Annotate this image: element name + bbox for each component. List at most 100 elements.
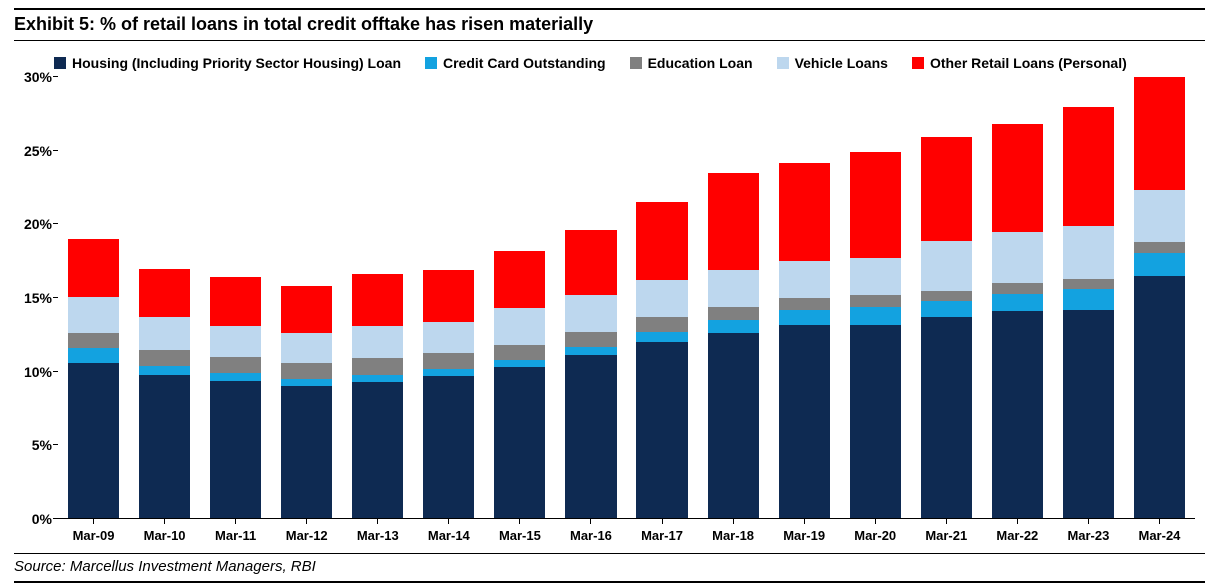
bar-segment (139, 375, 190, 519)
bar-segment (494, 360, 545, 367)
x-tick-mark (93, 519, 94, 524)
bar-slot (627, 77, 698, 519)
x-tick-label: Mar-15 (499, 528, 541, 543)
bar-segment (68, 348, 119, 363)
y-axis: 0%5%10%15%20%25%30% (14, 77, 58, 519)
x-tick: Mar-13 (342, 519, 413, 543)
bar-segment (565, 347, 616, 356)
bar-segment (636, 332, 687, 342)
legend-label: Housing (Including Priority Sector Housi… (72, 55, 401, 71)
bar-segment (352, 358, 403, 374)
bar-segment (1063, 289, 1114, 310)
bar-segment (779, 163, 830, 262)
bar-segment (921, 291, 972, 301)
bar-segment (1134, 190, 1185, 243)
y-tick-mark (53, 150, 58, 151)
bar-segment (139, 366, 190, 375)
bar-segment (565, 230, 616, 295)
x-tick: Mar-15 (484, 519, 555, 543)
x-tick-label: Mar-24 (1139, 528, 1181, 543)
x-tick-mark (377, 519, 378, 524)
stacked-bar (992, 77, 1043, 519)
y-tick-mark (53, 297, 58, 298)
bar-segment (210, 326, 261, 357)
legend-item: Other Retail Loans (Personal) (912, 55, 1127, 71)
legend-label: Other Retail Loans (Personal) (930, 55, 1127, 71)
x-tick-mark (875, 519, 876, 524)
x-tick: Mar-22 (982, 519, 1053, 543)
x-tick: Mar-16 (555, 519, 626, 543)
x-tick: Mar-12 (271, 519, 342, 543)
bar-slot (342, 77, 413, 519)
stacked-bar (1134, 77, 1185, 519)
x-tick: Mar-19 (769, 519, 840, 543)
x-tick: Mar-09 (58, 519, 129, 543)
bar-segment (636, 202, 687, 280)
x-tick: Mar-21 (911, 519, 982, 543)
bar-segment (779, 298, 830, 310)
bar-segment (281, 379, 332, 386)
y-tick-label: 15% (24, 290, 52, 306)
x-tick: Mar-10 (129, 519, 200, 543)
x-tick-label: Mar-14 (428, 528, 470, 543)
source-text: Source: Marcellus Investment Managers, R… (14, 558, 316, 575)
bar-segment (708, 333, 759, 519)
bar-slot (698, 77, 769, 519)
bar-segment (494, 308, 545, 345)
bar-segment (1063, 310, 1114, 519)
x-tick-mark (306, 519, 307, 524)
legend-item: Credit Card Outstanding (425, 55, 606, 71)
y-tick-label: 20% (24, 216, 52, 232)
stacked-bar (708, 77, 759, 519)
bar-segment (565, 295, 616, 332)
x-tick: Mar-20 (840, 519, 911, 543)
bar-segment (281, 286, 332, 333)
bar-segment (708, 307, 759, 320)
bar-segment (139, 350, 190, 366)
x-tick-mark (519, 519, 520, 524)
x-tick-label: Mar-19 (783, 528, 825, 543)
legend-swatch (54, 57, 66, 69)
stacked-bar (352, 77, 403, 519)
bar-segment (352, 326, 403, 358)
x-tick-mark (235, 519, 236, 524)
x-tick: Mar-23 (1053, 519, 1124, 543)
legend-swatch (777, 57, 789, 69)
stacked-bar (210, 77, 261, 519)
bar-segment (992, 283, 1043, 293)
bar-segment (281, 333, 332, 362)
legend: Housing (Including Priority Sector Housi… (14, 41, 1205, 77)
bar-segment (1063, 279, 1114, 289)
y-tick-mark (53, 223, 58, 224)
legend-swatch (912, 57, 924, 69)
bar-slot (982, 77, 1053, 519)
bar-segment (139, 317, 190, 349)
x-tick-mark (733, 519, 734, 524)
bar-segment (352, 382, 403, 519)
x-tick-label: Mar-11 (215, 528, 256, 543)
legend-item: Education Loan (630, 55, 753, 71)
bar-segment (779, 310, 830, 325)
stacked-bar (1063, 77, 1114, 519)
x-tick-label: Mar-13 (357, 528, 399, 543)
bar-segment (992, 124, 1043, 232)
stacked-bar (281, 77, 332, 519)
bar-segment (779, 325, 830, 519)
bar-segment (210, 277, 261, 326)
bar-slot (840, 77, 911, 519)
bar-segment (708, 320, 759, 333)
bar-segment (921, 241, 972, 291)
legend-item: Housing (Including Priority Sector Housi… (54, 55, 401, 71)
x-tick-label: Mar-21 (925, 528, 967, 543)
bar-segment (850, 152, 901, 258)
bar-segment (210, 357, 261, 373)
bar-slot (555, 77, 626, 519)
x-tick-label: Mar-10 (144, 528, 186, 543)
bar-segment (68, 239, 119, 296)
x-tick-mark (662, 519, 663, 524)
x-axis: Mar-09 Mar-10 Mar-11 Mar-12 Mar-13 Mar-14 Mar-… (58, 519, 1195, 543)
plot-area (58, 77, 1205, 519)
bar-slot (200, 77, 271, 519)
legend-label: Education Loan (648, 55, 753, 71)
bar-segment (210, 381, 261, 519)
